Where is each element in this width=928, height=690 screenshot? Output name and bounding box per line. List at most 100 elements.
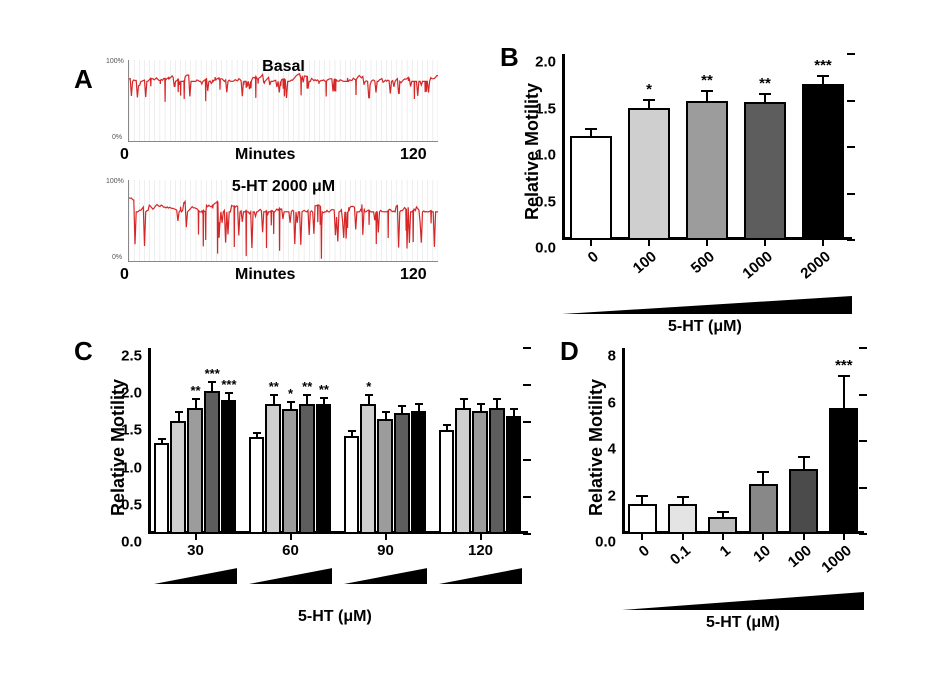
bar bbox=[749, 484, 778, 534]
panel-b-chart: 0.00.51.01.52.00*100**500**1000***2000 bbox=[562, 54, 852, 240]
panel-d-label: D bbox=[560, 336, 579, 367]
trace-5ht-xlabel: Minutes bbox=[235, 266, 295, 284]
bar bbox=[249, 437, 265, 534]
trace-5ht-ytick-bot: 0% bbox=[112, 254, 122, 261]
sig-marker: ** bbox=[319, 382, 329, 397]
bar bbox=[299, 404, 315, 534]
panel-c-group-wedge bbox=[249, 568, 333, 586]
ytick: 0.0 bbox=[582, 534, 622, 551]
group-label: 90 bbox=[377, 542, 394, 559]
bar bbox=[789, 469, 818, 534]
bar bbox=[506, 416, 522, 534]
bar bbox=[344, 436, 360, 534]
trace-basal-xlabel: Minutes bbox=[235, 146, 295, 164]
bar bbox=[187, 408, 203, 534]
trace-basal-title: Basal bbox=[129, 60, 438, 76]
panel-b-xlabel: 5-HT (μM) bbox=[668, 318, 742, 336]
trace-5ht-ytick-top: 100% bbox=[106, 178, 124, 185]
bar bbox=[394, 413, 410, 534]
panel-a-trace-5ht: 5-HT 2000 μM bbox=[128, 180, 438, 262]
panel-a-trace-basal: Basal bbox=[128, 60, 438, 142]
sig-marker: ** bbox=[701, 72, 713, 89]
bar bbox=[455, 408, 471, 534]
group-label: 60 bbox=[282, 542, 299, 559]
xtick-label: 500 bbox=[688, 248, 718, 277]
bar bbox=[377, 419, 393, 534]
sig-marker: *** bbox=[205, 366, 220, 381]
bar bbox=[265, 404, 281, 534]
bar bbox=[708, 517, 737, 534]
ytick: 2.5 bbox=[108, 348, 148, 365]
bar bbox=[668, 504, 697, 534]
group-label: 120 bbox=[468, 542, 493, 559]
xtick-label: 2000 bbox=[797, 248, 833, 282]
sig-marker: * bbox=[366, 379, 371, 394]
panel-c-group-wedge bbox=[154, 568, 238, 586]
panel-c-group-wedge bbox=[439, 568, 523, 586]
xtick-label: 100 bbox=[630, 248, 660, 277]
bar bbox=[570, 136, 612, 240]
group-label: 30 bbox=[187, 542, 204, 559]
xtick-label: 100 bbox=[784, 542, 814, 571]
xtick-label: 1000 bbox=[818, 542, 854, 576]
panel-a-label: A bbox=[74, 64, 93, 95]
xtick-label: 0 bbox=[585, 248, 602, 266]
panel-d-chart: 0.0246800.1110100***1000 bbox=[622, 348, 864, 534]
sig-marker: ** bbox=[759, 75, 771, 92]
bar bbox=[316, 404, 332, 534]
panel-c-group-wedge bbox=[344, 568, 428, 586]
panel-d-axes bbox=[622, 348, 864, 534]
panel-c-chart: 0.00.51.01.52.02.5********30*******60*90… bbox=[148, 348, 528, 534]
bar bbox=[628, 504, 657, 534]
ytick: 8 bbox=[582, 348, 622, 365]
panel-b-label: B bbox=[500, 42, 519, 73]
sig-marker: ** bbox=[190, 383, 200, 398]
sig-marker: * bbox=[646, 81, 652, 98]
bar bbox=[360, 404, 376, 534]
trace-basal-xmax: 120 bbox=[400, 146, 427, 164]
bar bbox=[802, 84, 844, 240]
bar bbox=[628, 108, 670, 240]
panel-b-ylabel: Relative Motility bbox=[522, 83, 543, 220]
bar bbox=[154, 443, 170, 534]
xtick-label: 1 bbox=[716, 542, 733, 560]
trace-5ht-x0: 0 bbox=[120, 266, 129, 284]
panel-d-ylabel: Relative Motility bbox=[586, 379, 607, 516]
bar bbox=[686, 101, 728, 241]
panel-c-label: C bbox=[74, 336, 93, 367]
sig-marker: ** bbox=[302, 379, 312, 394]
bar bbox=[170, 421, 186, 534]
sig-marker: *** bbox=[221, 377, 236, 392]
ytick: 2.0 bbox=[522, 54, 562, 71]
trace-basal-ytick-top: 100% bbox=[106, 58, 124, 65]
bar bbox=[221, 400, 237, 534]
panel-d-wedge bbox=[622, 592, 864, 612]
sig-marker: ** bbox=[269, 379, 279, 394]
bar bbox=[829, 408, 858, 534]
trace-5ht-title: 5-HT 2000 μM bbox=[129, 180, 438, 196]
xtick-label: 10 bbox=[750, 542, 774, 566]
sig-marker: * bbox=[288, 386, 293, 401]
xtick-label: 0 bbox=[636, 542, 653, 560]
bar bbox=[439, 430, 455, 534]
bar bbox=[472, 411, 488, 534]
bar bbox=[489, 408, 505, 534]
panel-b-wedge bbox=[562, 296, 852, 316]
trace-5ht-xmax: 120 bbox=[400, 266, 427, 284]
sig-marker: *** bbox=[814, 57, 832, 74]
panel-c-xlabel: 5-HT (μM) bbox=[298, 608, 372, 626]
bar bbox=[411, 411, 427, 534]
panel-d-xlabel: 5-HT (μM) bbox=[706, 614, 780, 632]
sig-marker: *** bbox=[835, 357, 853, 374]
trace-basal-ytick-bot: 0% bbox=[112, 134, 122, 141]
bar bbox=[204, 391, 220, 534]
figure-root: A Basal 100% 0% 0 Minutes 120 5-HT 2000 … bbox=[0, 0, 928, 690]
ytick: 0.0 bbox=[108, 534, 148, 551]
trace-basal-x0: 0 bbox=[120, 146, 129, 164]
bar bbox=[282, 409, 298, 534]
xtick-label: 0.1 bbox=[667, 542, 694, 568]
xtick-label: 1000 bbox=[739, 248, 775, 282]
bar bbox=[744, 102, 786, 240]
panel-c-ylabel: Relative Motility bbox=[108, 379, 129, 516]
ytick: 0.0 bbox=[522, 240, 562, 257]
